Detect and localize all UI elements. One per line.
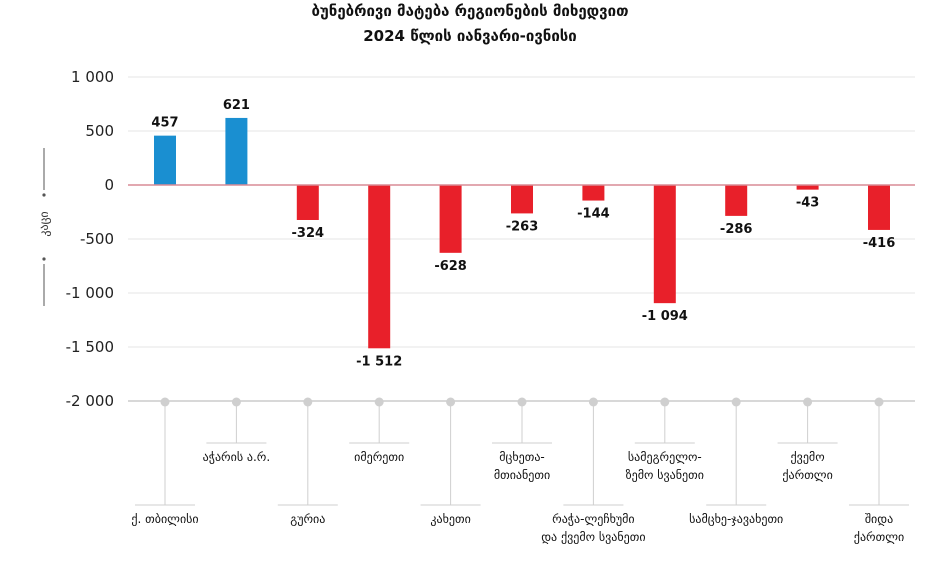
bar <box>154 135 176 185</box>
category-dot <box>803 397 813 407</box>
category-label: ქართლი <box>854 530 904 544</box>
category-dot <box>374 397 384 407</box>
category-label: კახეთი <box>430 512 470 526</box>
category-label: შიდა <box>865 512 893 526</box>
category-label: ზემო სვანეთი <box>626 468 704 482</box>
bars <box>154 117 890 349</box>
y-tick-label: -1 500 <box>66 338 114 356</box>
value-label: -1 512 <box>356 354 402 369</box>
value-label: -144 <box>577 207 610 222</box>
bar <box>653 185 676 304</box>
y-tick-label: 0 <box>104 176 114 194</box>
value-label: -286 <box>720 222 753 237</box>
category-label: ქ. თბილისი <box>131 512 198 526</box>
y-axis-label-dot-bottom <box>42 257 46 261</box>
bar <box>296 185 319 220</box>
y-tick-label: -1 000 <box>66 284 114 302</box>
value-label: -628 <box>434 259 467 274</box>
y-axis-label-group: კაცი <box>37 148 51 306</box>
bar <box>868 185 890 230</box>
category-label: სამეგრელო- <box>628 450 702 464</box>
category-dot <box>303 397 313 407</box>
value-label: -1 094 <box>642 309 688 324</box>
bar <box>725 185 748 216</box>
y-axis-label-dot-top <box>42 193 46 197</box>
category-label: მთიანეთი <box>494 468 550 482</box>
bar <box>796 185 819 190</box>
chart-subtitle: 2024 წლის იანვარი-ივნისი <box>363 27 577 45</box>
category-dot <box>517 397 527 407</box>
category-label: მცხეთა- <box>499 450 545 464</box>
category-dot <box>588 397 598 407</box>
category-labels: ქ. თბილისი აჭარის ა.რ. გურია იმერეთი კახეთი მ… <box>131 397 909 544</box>
chart-title: ბუნებრივი მატება რეგიონების მიხედვით <box>311 2 628 20</box>
y-axis: 1 000 500 0 -500 -1 000 -1 500 -2 000 <box>66 68 114 410</box>
category-dot <box>874 397 884 407</box>
category-dot <box>731 397 741 407</box>
category-label: სამცხე-ჯავახეთი <box>689 512 783 526</box>
value-label: -43 <box>796 196 820 211</box>
bar <box>582 185 605 201</box>
value-labels: 457 621 -324 -1 512 -628 -263 -144 -1 094 -286 -4… <box>151 98 895 369</box>
bar <box>511 185 533 214</box>
y-axis-label: კაცი <box>37 211 51 236</box>
category-label: ქართლი <box>782 468 832 482</box>
category-dot <box>660 397 670 407</box>
y-tick-label: -500 <box>80 230 114 248</box>
value-label: -416 <box>863 236 896 251</box>
y-tick-label: 1 000 <box>71 68 114 86</box>
value-label: -324 <box>292 226 325 241</box>
y-tick-label: 500 <box>85 122 114 140</box>
value-label: 457 <box>151 116 178 131</box>
category-label: ქვემო <box>791 450 825 464</box>
category-dot <box>231 397 241 407</box>
category-dot <box>160 397 170 407</box>
value-label: 621 <box>223 98 250 113</box>
bar <box>439 185 462 253</box>
category-label: და ქვემო სვანეთი <box>541 530 645 544</box>
category-label: იმერეთი <box>354 450 404 464</box>
category-label: გურია <box>290 512 325 526</box>
y-tick-label: -2 000 <box>66 392 114 410</box>
value-label: -263 <box>506 219 539 234</box>
category-label: რაჭა-ლეჩხუმი <box>552 512 634 526</box>
bar <box>368 185 391 349</box>
category-label: აჭარის ა.რ. <box>203 450 271 464</box>
category-dot <box>446 397 456 407</box>
bar <box>225 117 248 185</box>
